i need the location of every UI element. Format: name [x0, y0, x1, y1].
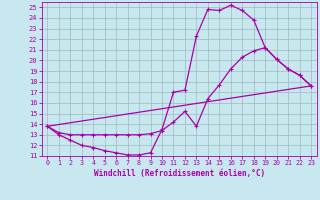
X-axis label: Windchill (Refroidissement éolien,°C): Windchill (Refroidissement éolien,°C)	[94, 169, 265, 178]
